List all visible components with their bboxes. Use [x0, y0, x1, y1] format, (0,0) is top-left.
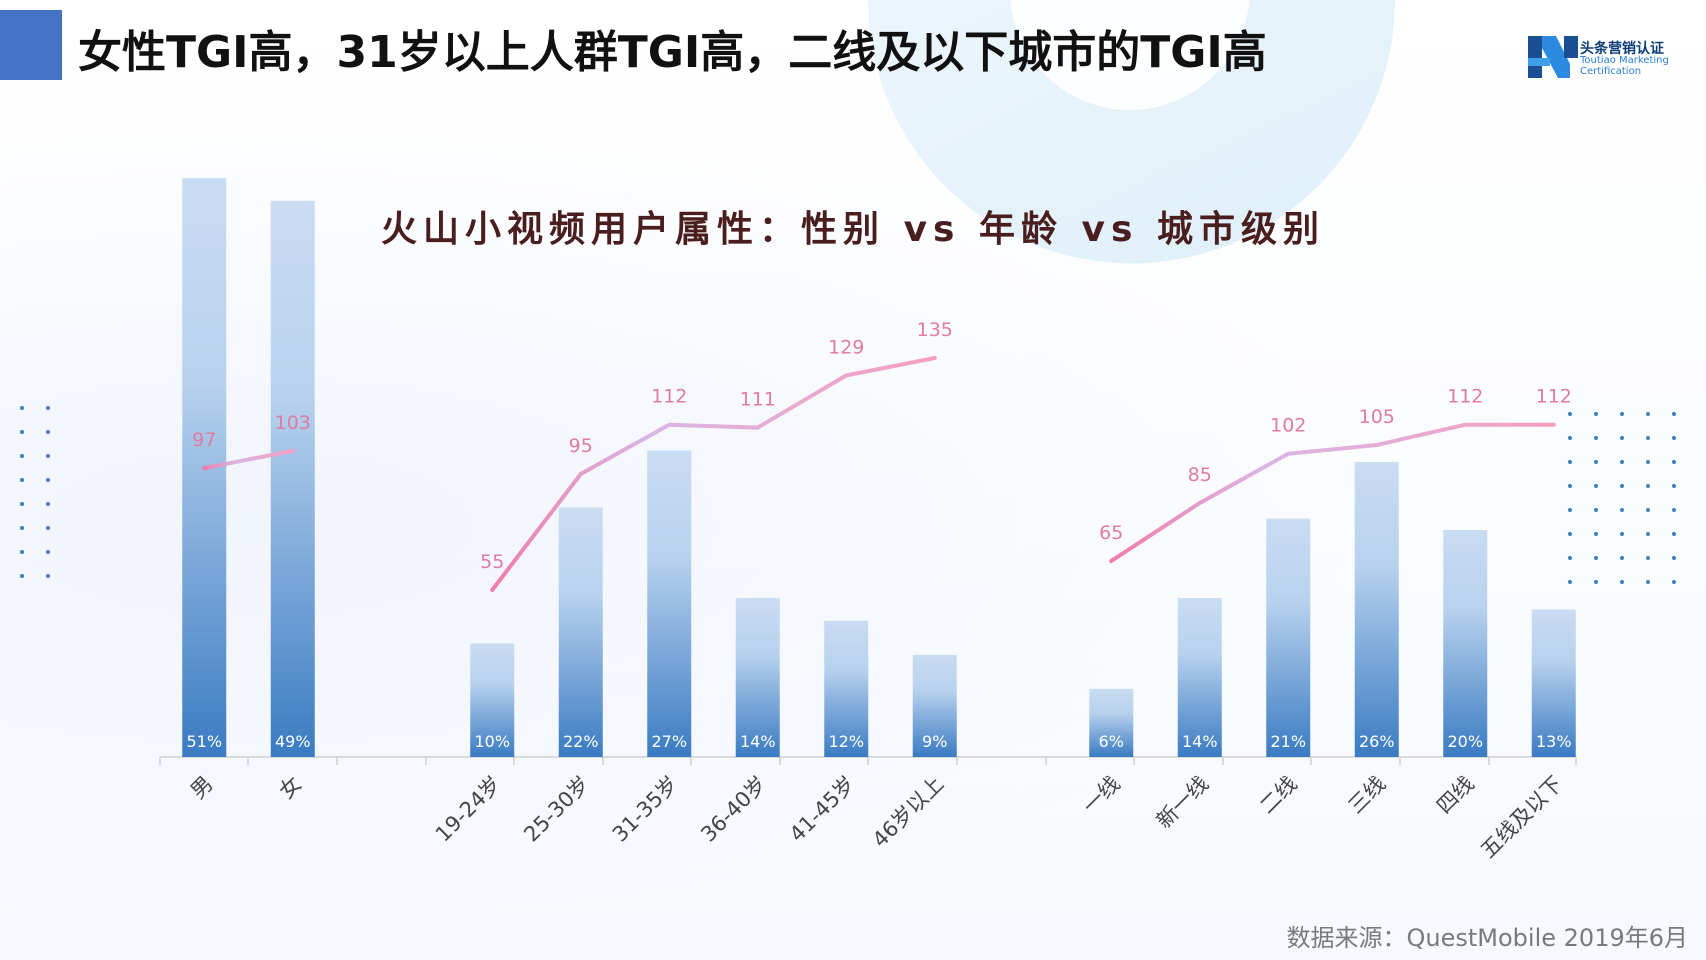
category-label: 二线 [1255, 772, 1302, 819]
bar-1-5 [912, 654, 957, 757]
bar-1-4 [824, 620, 869, 757]
dot-grid-left-icon [20, 406, 50, 578]
title-accent-block [0, 10, 62, 80]
category-label: 五线及以下 [1476, 772, 1567, 863]
tgi-label: 112 [1536, 386, 1572, 408]
share-label: 20% [1447, 732, 1483, 751]
share-label: 14% [1182, 732, 1218, 751]
tgi-label: 55 [480, 551, 504, 573]
logo-text-en: Toutiao Marketing Certification [1580, 55, 1669, 77]
category-label: 女 [274, 772, 306, 804]
share-label: 51% [186, 732, 222, 751]
category-label: 新一线 [1152, 772, 1214, 834]
tgi-label: 103 [275, 412, 311, 434]
logo-text-cn: 头条营销认证 [1580, 41, 1664, 57]
category-label: 三线 [1344, 772, 1391, 819]
share-label: 12% [828, 732, 864, 751]
category-label: 41-45岁 [785, 772, 860, 847]
tgi-label: 97 [192, 429, 216, 451]
share-label: 49% [275, 732, 311, 751]
tgi-label: 135 [917, 319, 953, 341]
tgi-line-0 [202, 448, 295, 471]
tgi-line-2 [1109, 422, 1556, 563]
category-label: 四线 [1432, 772, 1479, 819]
category-label: 46岁以上 [868, 772, 948, 852]
share-label: 26% [1359, 732, 1395, 751]
tgi-label: 105 [1359, 406, 1395, 428]
share-label: 21% [1270, 732, 1306, 751]
bar-2-2 [1266, 518, 1311, 757]
category-label: 25-30岁 [519, 772, 594, 847]
tgi-label: 112 [651, 386, 687, 408]
bar-2-5 [1531, 609, 1576, 757]
toutiao-logo-icon [1528, 36, 1578, 78]
tgi-label: 111 [740, 389, 776, 411]
category-label: 男 [186, 772, 218, 804]
share-label: 10% [474, 732, 510, 751]
bar-1-1 [558, 507, 603, 757]
chart-title: 火山小视频用户属性：性别 vs 年龄 vs 城市级别 [381, 209, 1325, 250]
tgi-label: 102 [1270, 415, 1306, 437]
dot-grid-right-icon [1568, 412, 1676, 584]
category-label: 31-35岁 [608, 772, 683, 847]
data-source-note: 数据来源：QuestMobile 2019年6月 [1286, 924, 1688, 952]
tgi-label: 129 [828, 336, 864, 358]
share-label: 27% [651, 732, 687, 751]
bar-2-0 [1089, 688, 1134, 757]
bar-1-2 [647, 450, 692, 757]
bar-2-3 [1354, 461, 1399, 757]
tgi-label: 112 [1447, 386, 1483, 408]
bar-2-4 [1443, 530, 1488, 757]
tgi-label: 95 [569, 435, 593, 457]
share-label: 22% [563, 732, 599, 751]
bar-0-1 [270, 200, 315, 758]
tgi-label: 65 [1099, 522, 1123, 544]
bar-1-3 [735, 598, 780, 757]
bar-1-0 [470, 643, 515, 757]
tgi-line-1 [490, 356, 937, 592]
category-label: 36-40岁 [696, 772, 771, 847]
tgi-label: 85 [1188, 464, 1212, 486]
category-label: 19-24岁 [431, 772, 506, 847]
share-label: 14% [740, 732, 776, 751]
share-label: 13% [1536, 732, 1572, 751]
page-title: 女性TGI高，31岁以上人群TGI高，二线及以下城市的TGI高 [78, 27, 1267, 78]
bar-2-1 [1177, 598, 1222, 757]
category-label: 一线 [1078, 772, 1125, 819]
share-label: 9% [922, 732, 947, 751]
share-label: 6% [1099, 732, 1124, 751]
